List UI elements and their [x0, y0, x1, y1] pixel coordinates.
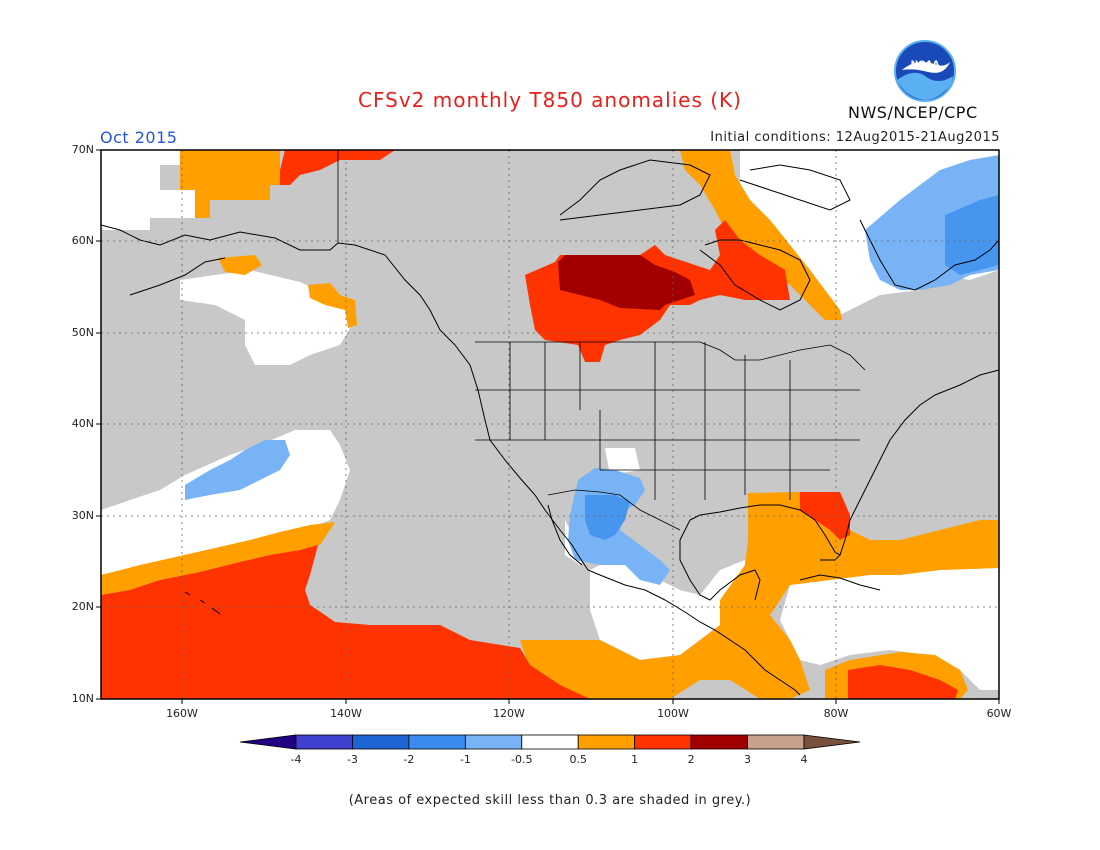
noaa-logo: NOAA [894, 40, 956, 102]
chart-title: CFSv2 monthly T850 anomalies (K) [358, 88, 742, 112]
lon-label: 100W [657, 707, 689, 720]
coastlines [100, 159, 1000, 696]
political-borders [337, 150, 866, 531]
colorbar-label: 3 [744, 753, 752, 766]
colorbar-swatch [577, 734, 636, 750]
orange-region-pacific-band [101, 522, 335, 595]
red-region-arctic [280, 150, 395, 185]
colorbar-label: 1 [631, 753, 639, 766]
lon-label: 80W [823, 707, 849, 720]
colorbar-swatch [690, 734, 748, 750]
colorbar-swatch [634, 734, 692, 750]
orange-region-gulf-alaska [308, 283, 357, 328]
lat-label: 60N [71, 234, 94, 247]
red-region-florida [800, 492, 850, 540]
white-region-mexico [590, 560, 745, 660]
anomaly-fields [101, 150, 999, 699]
lat-label: 50N [71, 326, 94, 339]
colorbar-label: -1 [459, 753, 471, 766]
darkred-region-canada [558, 255, 695, 310]
colorbar-swatch [521, 734, 579, 750]
colorbar-label: -3 [346, 753, 358, 766]
red-region-colombia [848, 665, 958, 699]
colorbar-label: 0.5 [569, 753, 587, 766]
lat-label: 40N [71, 417, 94, 430]
colorbar-label: 2 [687, 753, 695, 766]
blue-region-southwest-dark [585, 495, 630, 540]
axis-ticks [96, 149, 1000, 704]
orange-region-arctic [180, 150, 280, 218]
white-region-caribbean [780, 568, 999, 690]
white-region-pacific [101, 430, 350, 575]
lat-label: 70N [71, 143, 94, 156]
colorbar-label: -0.5 [511, 753, 533, 766]
colorbar-label: 4 [800, 753, 808, 766]
orange-region-central-america [520, 615, 810, 699]
lat-label: 30N [71, 509, 94, 522]
colorbar-swatch [295, 734, 353, 750]
colorbar-swatch [352, 734, 410, 750]
blue-region-pacific [185, 440, 290, 500]
white-region-arctic-alaska [101, 150, 195, 230]
orange-region-gulf [720, 492, 999, 625]
colorbar-arrow-low [239, 734, 297, 750]
colorbar-label: -2 [403, 753, 415, 766]
red-region-pacific [101, 545, 590, 699]
colorbar-swatch [408, 734, 466, 750]
agency-label: NWS/NCEP/CPC [848, 103, 978, 122]
orange-region-canada-east [680, 150, 842, 320]
colorbar-label: -4 [290, 753, 302, 766]
forecast-period: Oct 2015 [100, 128, 178, 147]
gridlines [101, 150, 999, 699]
lon-label: 140W [330, 707, 362, 720]
white-region-gulf-alaska [180, 270, 352, 365]
skill-note: (Areas of expected skill less than 0.3 a… [348, 793, 752, 808]
colorbar-arrow-high [803, 734, 861, 750]
lat-label: 10N [71, 692, 94, 705]
lon-label: 120W [493, 707, 525, 720]
lat-label: 20N [71, 600, 94, 613]
orange-region-alaska-coast [218, 255, 262, 275]
initial-conditions: Initial conditions: 12Aug2015-21Aug2015 [710, 130, 1000, 145]
logo-text: NOAA [911, 60, 940, 70]
colorbar-swatch [464, 734, 523, 750]
lon-label: 60W [986, 707, 1012, 720]
colorbar [239, 734, 861, 750]
lon-label: 160W [166, 707, 198, 720]
blue-region-greenland-dark [945, 195, 999, 275]
colorbar-swatch [747, 734, 805, 750]
white-region-nm [605, 448, 640, 475]
